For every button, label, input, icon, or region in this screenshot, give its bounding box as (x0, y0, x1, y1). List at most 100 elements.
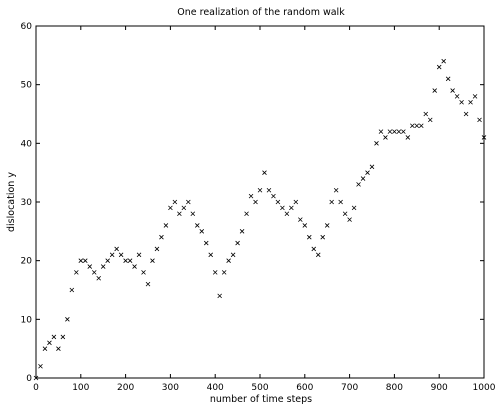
data-point (239, 229, 245, 234)
data-point (356, 182, 361, 187)
data-point (172, 199, 178, 205)
data-point (275, 199, 281, 205)
data-point (342, 211, 348, 217)
y-axis-ticks: 0 10 20 30 40 50 60 (21, 22, 484, 384)
data-point (208, 252, 214, 258)
x-tick-label: 900 (431, 383, 448, 393)
data-point (472, 94, 478, 99)
x-tick-label: 100 (72, 383, 89, 393)
data-point (118, 252, 124, 258)
data-point (69, 287, 75, 293)
data-point (329, 199, 334, 205)
data-point (477, 117, 482, 123)
data-point (374, 141, 379, 146)
data-point (315, 252, 321, 258)
data-point (423, 111, 429, 117)
data-point (302, 223, 308, 228)
data-point (91, 270, 97, 275)
data-point (248, 193, 254, 199)
data-point (105, 258, 110, 263)
y-tick-label: 10 (21, 315, 33, 325)
y-tick-label: 30 (21, 198, 33, 208)
data-point (74, 270, 79, 275)
y-tick-label: 20 (21, 257, 33, 267)
data-point (396, 129, 402, 134)
data-point (311, 246, 317, 252)
data-point (280, 205, 285, 211)
y-tick-label: 0 (26, 374, 32, 384)
data-point (190, 211, 196, 217)
data-point (199, 229, 205, 234)
data-point (401, 129, 406, 134)
data-point (405, 135, 411, 140)
data-point (387, 129, 393, 134)
data-point (257, 187, 263, 193)
data-point (145, 281, 151, 287)
data-point (114, 246, 119, 252)
data-point (445, 76, 451, 82)
y-axis-label: dislocation y (6, 172, 17, 232)
data-point (324, 223, 330, 228)
data-point (159, 234, 164, 240)
x-axis-label: number of time steps (210, 394, 312, 405)
data-point (262, 170, 267, 175)
data-points (33, 58, 487, 381)
data-point (123, 258, 128, 263)
data-point (463, 111, 469, 117)
data-point (289, 205, 294, 211)
data-point (418, 123, 424, 129)
data-point (203, 240, 209, 246)
y-tick-label: 40 (21, 139, 33, 149)
data-point (47, 340, 52, 346)
data-point (33, 375, 39, 381)
data-point (436, 64, 442, 70)
x-tick-label: 500 (251, 383, 268, 393)
data-point (253, 199, 258, 205)
data-point (306, 234, 312, 240)
data-point (338, 199, 343, 205)
data-point (414, 123, 420, 129)
x-tick-label: 200 (117, 383, 134, 393)
data-point (78, 258, 84, 263)
data-point (320, 234, 326, 240)
data-point (244, 211, 249, 217)
data-point (42, 346, 48, 351)
data-point (450, 88, 455, 93)
plot-frame (35, 25, 485, 379)
y-tick-label: 50 (21, 81, 33, 91)
data-point (271, 193, 276, 199)
data-point (284, 211, 290, 217)
data-point (186, 199, 191, 205)
data-point (481, 135, 487, 140)
data-point (136, 252, 142, 258)
x-tick-label: 1000 (473, 383, 496, 393)
x-tick-label: 600 (296, 383, 313, 393)
data-point (392, 129, 397, 134)
data-point (351, 205, 357, 211)
data-point (194, 223, 200, 228)
data-point (441, 58, 446, 64)
chart-title: One realization of the random walk (177, 7, 345, 18)
x-tick-label: 300 (162, 383, 179, 393)
data-point (459, 99, 464, 105)
data-point (65, 317, 70, 322)
data-point (293, 199, 299, 205)
data-point (360, 176, 366, 181)
data-point (235, 240, 240, 246)
data-point (365, 170, 370, 175)
data-point (100, 264, 106, 269)
data-point (333, 187, 339, 193)
data-point (383, 135, 388, 140)
y-tick-label: 60 (21, 22, 33, 32)
data-point (230, 252, 236, 258)
data-point (109, 252, 115, 258)
data-point (217, 293, 222, 299)
data-point (221, 270, 227, 275)
data-point (38, 363, 43, 369)
x-tick-label: 700 (341, 383, 358, 393)
data-point (163, 223, 169, 228)
data-point (96, 275, 102, 281)
data-point (212, 270, 218, 275)
